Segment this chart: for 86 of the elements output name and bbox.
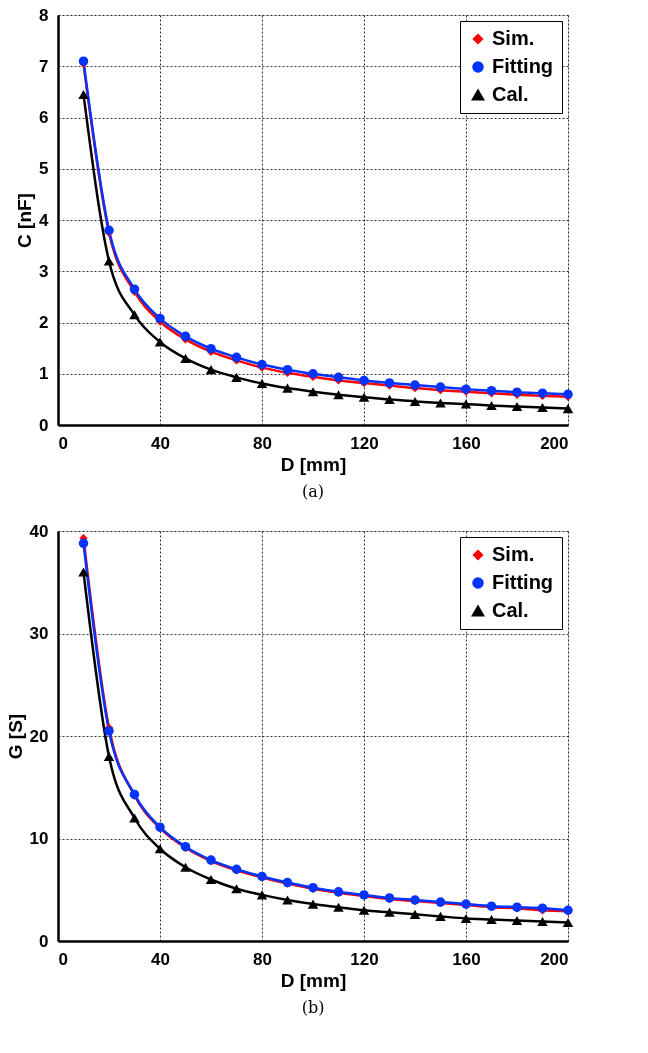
y-tick-label: 3 — [39, 261, 49, 281]
y-tick-label: 7 — [39, 56, 49, 76]
y-tick-label: 30 — [29, 624, 49, 643]
legend-label: Sim. — [492, 27, 535, 49]
point — [205, 874, 217, 885]
point — [180, 353, 191, 363]
point — [562, 918, 574, 928]
point — [486, 400, 497, 411]
x-tick-label: 0 — [58, 949, 68, 969]
point — [333, 390, 344, 400]
point — [231, 884, 242, 894]
point — [537, 403, 548, 413]
point — [435, 398, 446, 408]
point — [384, 394, 395, 404]
y-tick-label: 10 — [29, 829, 49, 848]
point — [78, 89, 89, 99]
x-tick-label: 80 — [253, 949, 272, 969]
y-tick-label: 5 — [39, 159, 49, 179]
legend-label: Fitting — [492, 571, 554, 593]
x-tick-label: 160 — [452, 433, 481, 453]
point — [435, 911, 446, 921]
legend-label: Cal. — [492, 83, 529, 105]
point — [486, 914, 497, 925]
point — [104, 726, 114, 736]
point — [205, 365, 217, 375]
y-tick-label: 0 — [39, 931, 49, 951]
point — [307, 387, 319, 397]
point — [257, 359, 267, 370]
point — [307, 899, 319, 909]
point — [129, 813, 140, 823]
y-tick-label: 6 — [39, 108, 49, 127]
point — [180, 331, 191, 342]
x-tick-label: 0 — [58, 433, 68, 453]
point — [409, 396, 421, 406]
x-axis-title: D [mm] — [280, 453, 347, 475]
point — [333, 902, 344, 912]
point — [460, 399, 472, 409]
point — [180, 862, 191, 872]
text: (a) — [301, 482, 325, 501]
point — [256, 890, 268, 900]
point — [511, 915, 523, 926]
point — [231, 352, 242, 363]
point — [282, 383, 293, 393]
x-tick-label: 160 — [452, 949, 481, 969]
legend-label: Fitting — [492, 55, 554, 77]
y-tick-label: 0 — [39, 415, 49, 435]
point — [256, 378, 268, 389]
point — [282, 364, 293, 375]
point — [129, 310, 140, 320]
x-tick-label: 120 — [350, 433, 379, 453]
x-tick-label: 80 — [253, 433, 272, 453]
point — [78, 538, 89, 549]
point — [562, 404, 574, 414]
x-tick-label: 40 — [151, 433, 170, 453]
x-tick-label: 200 — [540, 433, 569, 453]
point — [103, 256, 115, 266]
y-axis-title: C [nF] — [14, 193, 36, 248]
point — [155, 313, 165, 324]
point — [206, 343, 216, 354]
y-axis-title: G [S] — [4, 713, 26, 760]
point — [333, 372, 344, 383]
point — [511, 402, 523, 412]
text: (b) — [301, 998, 325, 1017]
legend-label: Sim. — [492, 543, 535, 565]
point — [384, 907, 395, 917]
x-axis-title: D [mm] — [280, 969, 347, 991]
point — [409, 909, 421, 919]
y-tick-label: 40 — [29, 521, 49, 541]
point — [460, 913, 472, 923]
legend-label: Cal. — [492, 599, 529, 621]
y-tick-label: 8 — [39, 5, 49, 25]
y-tick-label: 1 — [39, 364, 49, 384]
x-tick-label: 200 — [540, 949, 569, 969]
x-tick-label: 120 — [350, 949, 379, 969]
y-tick-label: 4 — [39, 210, 50, 230]
x-tick-label: 40 — [151, 949, 170, 969]
point — [103, 751, 115, 762]
y-tick-label: 2 — [39, 313, 49, 332]
point — [282, 895, 293, 905]
y-tick-label: 20 — [29, 726, 49, 746]
point — [78, 567, 89, 577]
point — [358, 392, 370, 402]
point — [358, 905, 370, 915]
point — [486, 385, 497, 396]
point — [231, 372, 242, 382]
point — [537, 916, 548, 927]
